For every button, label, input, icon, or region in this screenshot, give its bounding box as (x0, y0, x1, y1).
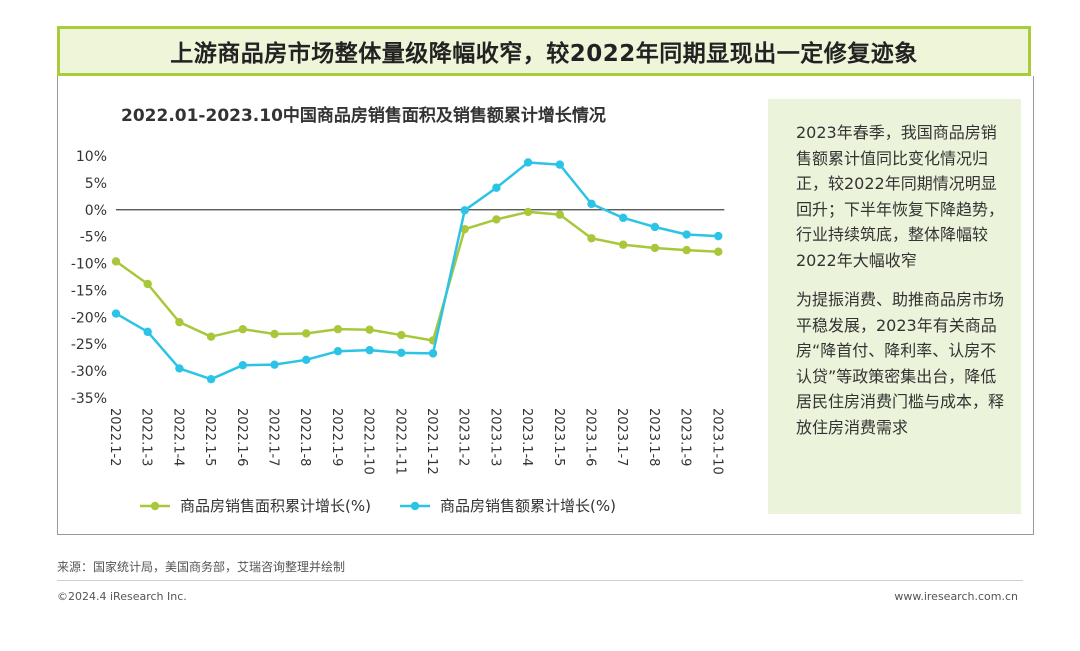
series-line-2 (115, 161, 719, 381)
data-point (714, 231, 723, 241)
chart-title: 2022.01-2023.10中国商品房销售面积及销售额累计增长情况 (121, 106, 606, 126)
x-tick-label: 2022.1-6 (234, 408, 249, 466)
legend-marker-2 (410, 501, 420, 511)
x-tick-label: 2023.1-10 (709, 408, 724, 475)
y-tick-label: -25% (71, 337, 107, 353)
data-point (175, 364, 184, 373)
y-tick-label: 5% (85, 176, 107, 192)
data-point (206, 332, 216, 341)
data-point (682, 245, 691, 255)
data-point (555, 210, 564, 219)
data-point (302, 355, 311, 365)
data-point (302, 329, 311, 338)
side-notes-panel: 2023年春季，我国商品房销售额累计值同比变化情况归正，较2022年同期情况明显… (768, 99, 1021, 514)
x-tick-label: 2023.1-3 (487, 408, 502, 466)
y-tick-label: -5% (80, 230, 107, 246)
x-tick-label: 2022.1-9 (329, 408, 344, 466)
content-frame (57, 76, 1034, 535)
x-tick-label: 2022.1-11 (392, 408, 407, 475)
data-point (492, 183, 501, 192)
data-point (175, 317, 184, 327)
data-point (587, 234, 596, 243)
data-point (397, 348, 406, 358)
data-point (143, 279, 152, 289)
x-tick-label: 2023.1-5 (551, 408, 566, 466)
footer-divider (57, 580, 1023, 581)
x-tick-label: 2022.1-4 (170, 408, 185, 466)
data-point (619, 240, 628, 249)
data-point (206, 374, 216, 384)
x-tick-label: 2022.1-2 (107, 408, 122, 466)
data-point (555, 160, 564, 169)
data-point (365, 345, 374, 355)
x-tick-label: 2023.1-9 (678, 408, 693, 466)
data-point (397, 330, 406, 340)
y-tick-label: -20% (71, 310, 107, 326)
y-tick-label: -10% (71, 257, 107, 273)
x-tick-label: 2022.1-3 (139, 408, 154, 466)
data-point (460, 224, 469, 234)
data-point (523, 207, 533, 217)
data-point (587, 199, 596, 209)
data-point (333, 324, 343, 334)
banner-title-text: 上游商品房市场整体量级降幅收窄，较2022年同期显现出一定修复迹象 (170, 41, 918, 67)
banner-title: 上游商品房市场整体量级降幅收窄，较2022年同期显现出一定修复迹象 (57, 26, 1031, 76)
y-tick-label: -30% (71, 364, 107, 380)
x-tick-label: 2022.1-7 (266, 408, 281, 466)
legend-label-1: 商品房销售面积累计增长(%) (180, 497, 371, 515)
website-link[interactable]: www.iresearch.com.cn (894, 590, 1018, 603)
side-note-1: 2023年春季，我国商品房销售额累计值同比变化情况归正，较2022年同期情况明显… (796, 123, 1005, 270)
data-point (682, 230, 691, 239)
source-note: 来源：国家统计局，美国商务部，艾瑞咨询整理并绘制 (57, 560, 346, 574)
legend-marker-1 (150, 501, 160, 511)
data-point (523, 158, 533, 167)
data-point (143, 327, 152, 337)
data-point (111, 309, 121, 318)
x-tick-label: 2022.1-10 (361, 408, 376, 475)
data-point (650, 222, 660, 232)
copyright: ©2024.4 iResearch Inc. (57, 590, 187, 603)
data-point (365, 325, 374, 334)
side-note-2: 为提振消费、助推商品房市场平稳发展，2023年有关商品房“降首付、降利率、认房不… (796, 290, 1005, 437)
x-tick-label: 2023.1-6 (583, 408, 598, 466)
data-point (714, 247, 723, 256)
data-point (270, 329, 279, 339)
y-tick-label: -15% (71, 283, 107, 299)
data-point (460, 206, 469, 215)
y-tick-label: 10% (76, 149, 107, 165)
data-point (650, 243, 660, 253)
x-tick-label: 2023.1-7 (614, 408, 629, 466)
y-tick-label: -35% (71, 391, 107, 407)
x-tick-label: 2023.1-4 (519, 408, 534, 466)
data-point (270, 360, 279, 369)
data-point (238, 360, 247, 370)
series-line-1 (115, 210, 719, 342)
data-point (111, 257, 121, 266)
data-point (333, 347, 343, 356)
data-point (619, 213, 628, 223)
x-tick-label: 2022.1-8 (297, 408, 312, 466)
data-point (492, 215, 501, 224)
legend-label-2: 商品房销售额累计增长(%) (440, 497, 616, 515)
x-tick-label: 2022.1-12 (424, 408, 439, 475)
data-point (238, 324, 247, 334)
data-point (428, 349, 438, 358)
x-tick-label: 2023.1-8 (646, 408, 661, 466)
x-tick-label: 2022.1-5 (202, 408, 217, 466)
x-tick-label: 2023.1-2 (456, 408, 471, 466)
y-tick-label: 0% (85, 203, 107, 219)
